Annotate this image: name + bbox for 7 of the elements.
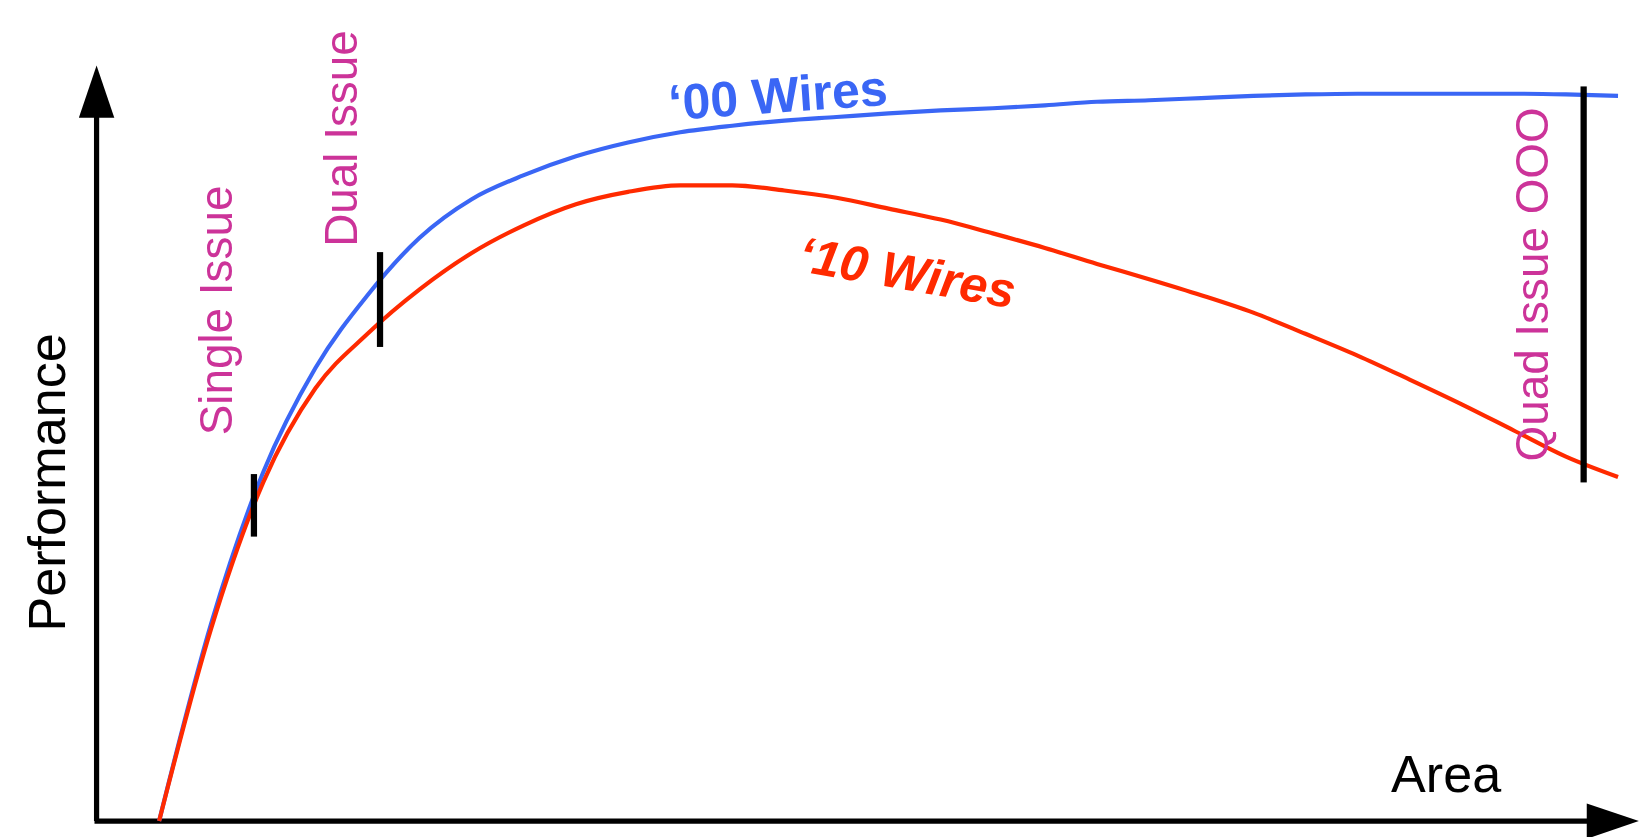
series-label: ‘00 Wires bbox=[666, 59, 890, 132]
annotation: Dual Issue bbox=[315, 30, 368, 247]
text: ‘10 Wires bbox=[794, 226, 1020, 320]
annotation: Single Issue bbox=[190, 185, 243, 436]
annotation: Quad Issue OOO bbox=[1506, 107, 1559, 462]
x-axis-title: Area bbox=[1391, 744, 1502, 803]
y-axis-title: Performance bbox=[18, 333, 77, 632]
